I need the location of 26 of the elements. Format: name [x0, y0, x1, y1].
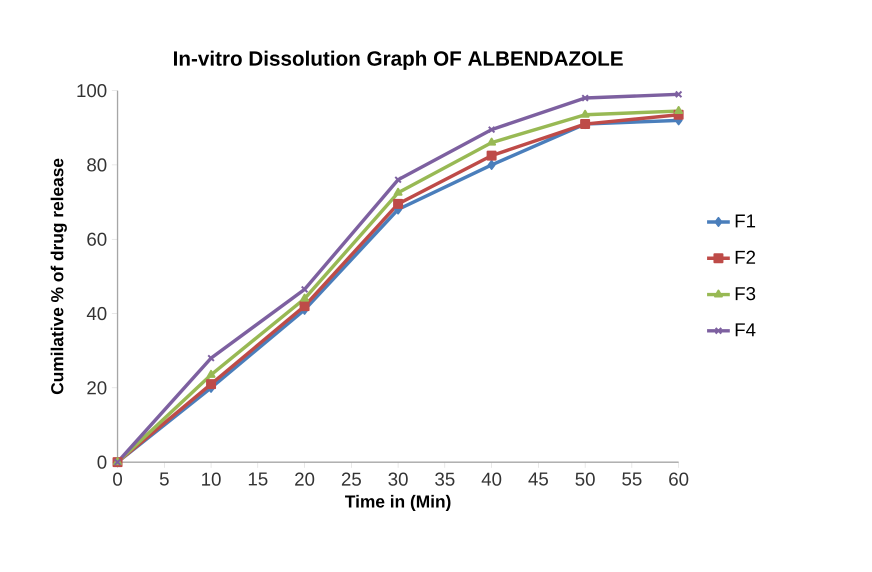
x-tick-label: 30	[388, 472, 408, 486]
legend-label: F3	[736, 286, 756, 300]
chart-title: In-vitro Dissolution Graph OF ALBENDAZOLE	[174, 50, 623, 70]
y-tick-label: 40	[86, 306, 106, 320]
y-tick-label: 80	[87, 158, 106, 172]
legend-label: F1	[736, 214, 756, 228]
x-tick-label: 25	[342, 472, 361, 486]
legend-label: F4	[736, 323, 756, 336]
x-tick-label: 50	[576, 472, 595, 486]
x-tick-label: 15	[248, 472, 268, 486]
x-tick-label: 45	[528, 472, 548, 486]
x-tick-label: 0	[113, 472, 122, 486]
legend-label: F2	[736, 250, 756, 264]
x-tick-label: 55	[622, 472, 642, 486]
y-tick-label: 20	[87, 381, 106, 394]
y-axis-title: Cumilative % of drug release	[50, 158, 67, 394]
x-tick-label: 5	[160, 472, 169, 486]
y-tick-label: 60	[87, 232, 106, 246]
x-tick-label: 60	[669, 472, 688, 486]
x-axis-title: Time in (Min)	[345, 494, 450, 511]
y-tick-label: 100	[77, 84, 106, 98]
x-tick-label: 35	[435, 472, 454, 486]
x-tick-label: 20	[295, 472, 314, 486]
y-tick-label: 0	[98, 455, 106, 469]
x-tick-label: 10	[202, 472, 221, 486]
x-tick-label: 40	[482, 472, 502, 486]
